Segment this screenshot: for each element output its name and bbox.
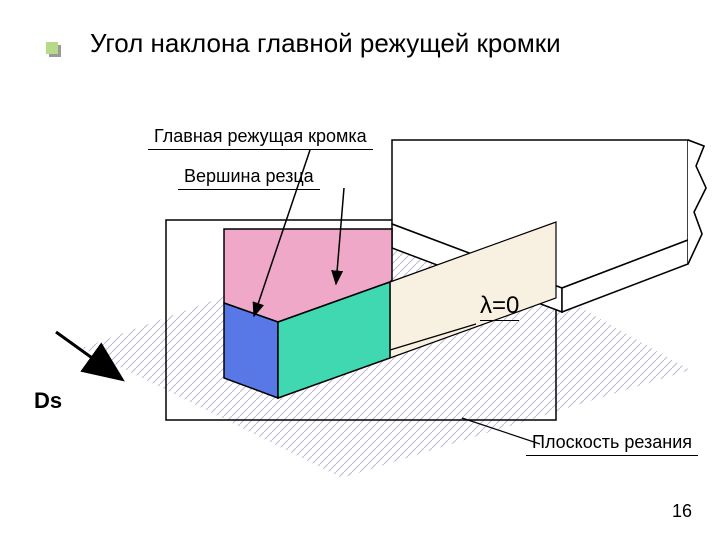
cutting-diagram: [0, 0, 720, 540]
page-number: 16: [672, 501, 692, 522]
label-tool-tip: Вершина резца: [178, 164, 320, 190]
label-main-edge: Главная режущая кромка: [148, 124, 373, 150]
lambda-label: λ=0: [480, 292, 519, 321]
label-cutting-plane: Плоскость резания: [526, 430, 698, 456]
ds-label: Ds: [34, 388, 62, 414]
